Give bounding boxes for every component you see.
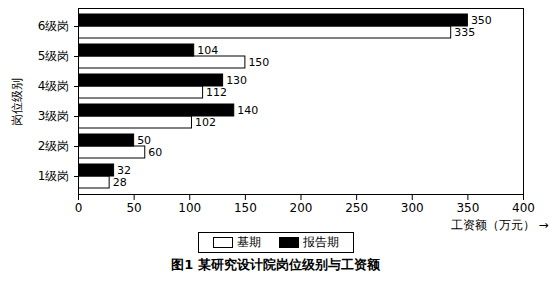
svg-text:200: 200 bbox=[290, 201, 313, 215]
svg-text:335: 335 bbox=[454, 26, 475, 39]
svg-text:32: 32 bbox=[117, 164, 131, 177]
svg-text:300: 300 bbox=[401, 201, 424, 215]
svg-text:工资额（万元） →: 工资额（万元） → bbox=[451, 218, 549, 232]
html-text:报告期: 报告期 bbox=[302, 235, 339, 249]
svg-text:4级岗: 4级岗 bbox=[38, 79, 70, 93]
svg-text:350: 350 bbox=[471, 14, 492, 27]
svg-text:0: 0 bbox=[75, 201, 83, 215]
svg-text:5级岗: 5级岗 bbox=[38, 49, 70, 63]
html-text:基期: 基期 bbox=[236, 235, 261, 249]
svg-text:150: 150 bbox=[234, 201, 257, 215]
svg-text:102: 102 bbox=[195, 116, 216, 129]
svg-text:50: 50 bbox=[126, 201, 141, 215]
svg-text:250: 250 bbox=[345, 201, 368, 215]
svg-text:岗位级别: 岗位级别 bbox=[10, 78, 24, 126]
svg-text:3级岗: 3级岗 bbox=[38, 109, 70, 123]
svg-text:130: 130 bbox=[226, 74, 247, 87]
svg-text:150: 150 bbox=[248, 56, 269, 69]
svg-text:350: 350 bbox=[456, 201, 479, 215]
svg-text:60: 60 bbox=[148, 146, 162, 159]
svg-text:1级岗: 1级岗 bbox=[38, 169, 70, 183]
svg-text:104: 104 bbox=[197, 44, 218, 57]
svg-text:100: 100 bbox=[178, 201, 201, 215]
svg-text:2级岗: 2级岗 bbox=[38, 139, 70, 153]
html-text:图1 某研究设计院岗位级别与工资额: 图1 某研究设计院岗位级别与工资额 bbox=[171, 257, 380, 272]
svg-text:400: 400 bbox=[512, 201, 535, 215]
svg-text:28: 28 bbox=[113, 176, 127, 189]
svg-text:6级岗: 6级岗 bbox=[38, 19, 70, 33]
svg-text:50: 50 bbox=[137, 134, 151, 147]
svg-text:112: 112 bbox=[206, 86, 227, 99]
svg-text:140: 140 bbox=[237, 104, 258, 117]
